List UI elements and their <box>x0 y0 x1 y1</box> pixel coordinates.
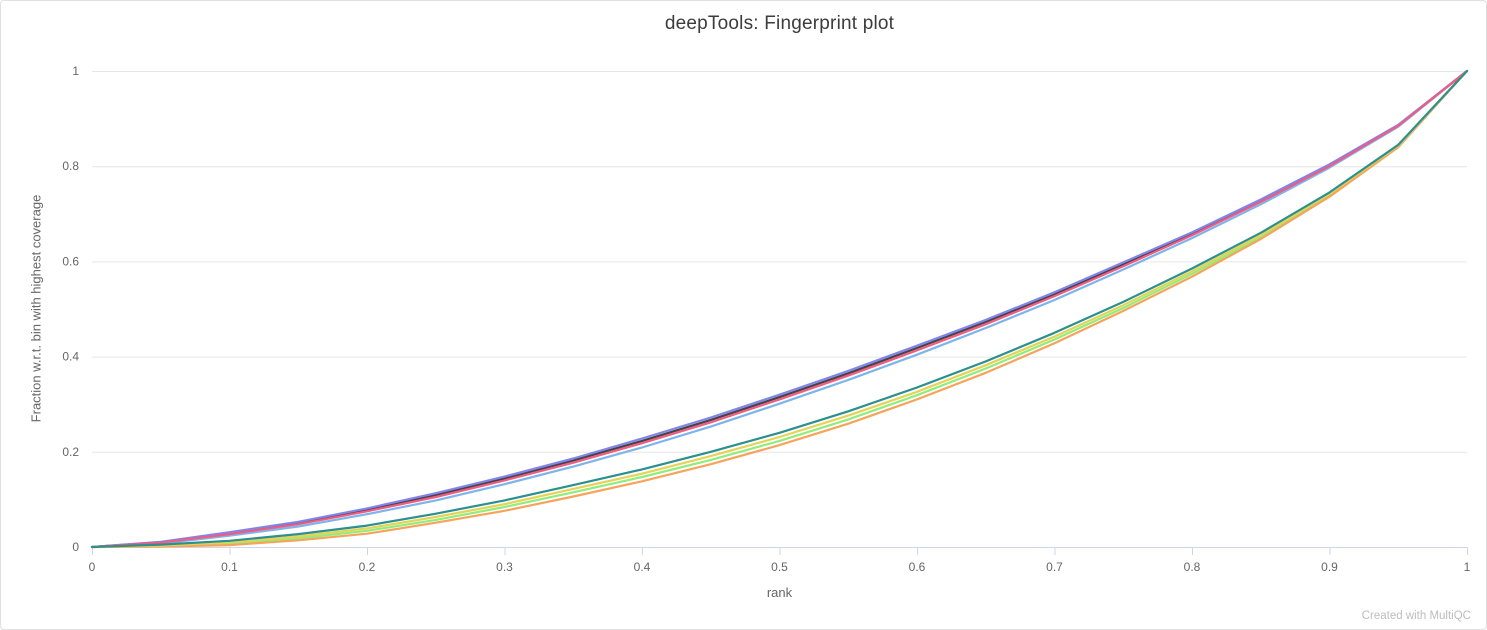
series-line-pink[interactable] <box>90 69 1469 549</box>
y-tick-label: 0.8 <box>62 159 79 173</box>
x-tick-label: 0.6 <box>909 560 926 574</box>
x-tick-label: 0.5 <box>771 560 788 574</box>
y-tick-label: 0.4 <box>62 350 79 364</box>
series-line-dark-gray[interactable] <box>90 69 1469 549</box>
x-axis-title: rank <box>766 585 793 600</box>
y-tick-label: 1 <box>72 64 79 78</box>
x-tick-label: 0.3 <box>496 560 513 574</box>
x-tick-label: 0.4 <box>634 560 651 574</box>
series-line-green[interactable] <box>90 69 1469 549</box>
x-tick-label: 0.7 <box>1046 560 1063 574</box>
y-tick-label: 0.2 <box>62 445 79 459</box>
x-tick-label: 1 <box>1464 560 1471 574</box>
series-line-light-blue[interactable] <box>90 69 1469 549</box>
x-tick-label: 0 <box>89 560 96 574</box>
x-tick-label: 0.8 <box>1184 560 1201 574</box>
series-line-yellow[interactable] <box>90 69 1469 549</box>
series-line-orange[interactable] <box>90 69 1469 549</box>
y-tick-label: 0 <box>72 540 79 554</box>
y-tick-label: 0.6 <box>62 254 79 268</box>
chart-title: deepTools: Fingerprint plot <box>664 13 895 34</box>
series-line-teal[interactable] <box>90 69 1469 549</box>
x-tick-label: 0.1 <box>221 560 238 574</box>
x-tick-label: 0.2 <box>359 560 376 574</box>
multiqc-watermark: Created with MultiQC <box>1361 610 1471 622</box>
series-line-purple[interactable] <box>90 69 1469 549</box>
x-tick-label: 0.9 <box>1321 560 1338 574</box>
